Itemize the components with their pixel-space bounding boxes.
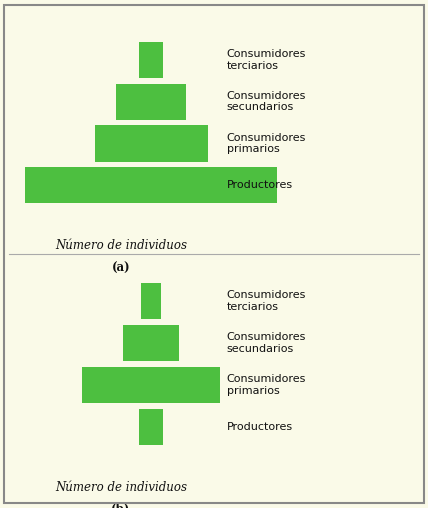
Text: Productores: Productores [226,180,293,190]
Text: Consumidores
terciarios: Consumidores terciarios [226,291,306,312]
Text: Consumidores
secundarios: Consumidores secundarios [226,91,306,112]
Bar [139,408,163,444]
Text: Consumidores
primarios: Consumidores primarios [226,374,306,396]
Text: Número de individuos: Número de individuos [55,481,187,494]
Bar [141,283,161,319]
Text: Consumidores
primarios: Consumidores primarios [226,133,306,154]
Bar [116,84,186,120]
Text: (a): (a) [112,262,130,275]
Bar [139,42,163,78]
Text: Consumidores
secundarios: Consumidores secundarios [226,332,306,354]
Bar [123,325,179,361]
Text: Consumidores
terciarios: Consumidores terciarios [226,49,306,71]
Bar [95,125,208,162]
Bar [82,367,220,403]
Text: (b): (b) [111,503,131,508]
Text: Número de individuos: Número de individuos [55,239,187,252]
Text: Productores: Productores [226,422,293,432]
Bar [25,167,277,203]
